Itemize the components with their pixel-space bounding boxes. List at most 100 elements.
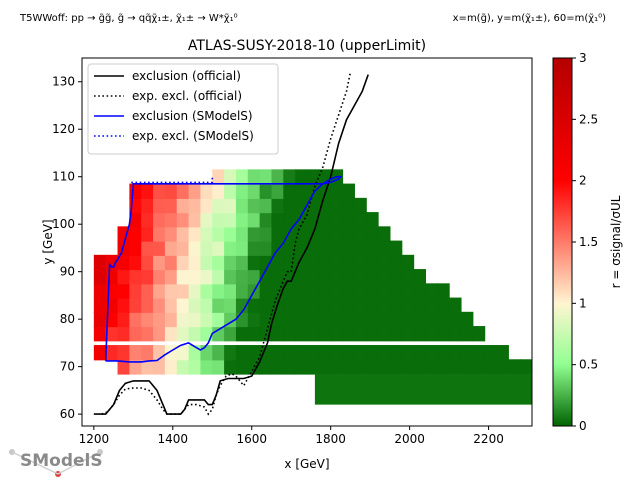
x-tick-label: 2200 bbox=[473, 432, 504, 446]
heatmap-cell bbox=[200, 183, 213, 199]
heatmap-cell bbox=[425, 311, 438, 328]
heatmap-cell bbox=[295, 283, 308, 299]
heatmap-cell bbox=[318, 326, 332, 342]
heatmap-cell bbox=[117, 326, 130, 342]
heatmap-cell bbox=[235, 359, 249, 375]
heatmap-cell bbox=[425, 297, 438, 313]
heatmap-cell bbox=[224, 359, 237, 375]
heatmap-cell bbox=[153, 183, 166, 199]
heatmap-cell bbox=[401, 254, 415, 271]
heatmap-cell bbox=[259, 254, 273, 271]
heatmap-cell bbox=[271, 269, 284, 285]
heatmap-cell bbox=[307, 283, 320, 299]
heatmap-cell bbox=[200, 254, 213, 271]
heatmap-cell bbox=[188, 197, 202, 214]
heatmap-cell bbox=[437, 326, 450, 342]
heatmap-cell bbox=[437, 345, 450, 361]
heatmap-cell bbox=[176, 212, 190, 228]
heatmap-cell bbox=[200, 197, 213, 214]
heatmap-cell bbox=[200, 297, 213, 313]
heatmap-cell bbox=[437, 283, 450, 299]
heatmap-cell bbox=[212, 212, 225, 228]
heatmap-cell bbox=[153, 359, 166, 375]
x-tick-label: 1400 bbox=[158, 432, 189, 446]
heatmap-cell bbox=[188, 212, 202, 228]
heatmap-cell bbox=[449, 345, 462, 361]
heatmap-cell bbox=[247, 226, 261, 242]
heatmap-cell bbox=[307, 269, 320, 285]
heatmap-cell bbox=[307, 254, 320, 271]
heatmap-cell bbox=[259, 169, 273, 185]
heatmap-cell bbox=[153, 283, 166, 299]
heatmap-cell bbox=[259, 359, 273, 375]
heatmap-cell bbox=[93, 311, 107, 328]
x-axis-ticks: 1200 1400 1600 1800 2000 2200 bbox=[79, 426, 504, 446]
heatmap-cell bbox=[141, 226, 154, 242]
heatmap-cell bbox=[176, 359, 190, 375]
heatmap-cell bbox=[164, 297, 178, 313]
heatmap-cell bbox=[153, 197, 166, 214]
limit-curves bbox=[93, 72, 369, 416]
heatmap-cell bbox=[342, 345, 355, 361]
heatmap-cell bbox=[401, 311, 415, 328]
heatmap-cell bbox=[141, 283, 154, 299]
heatmap-cell bbox=[271, 169, 284, 185]
heatmap-cell bbox=[93, 283, 107, 299]
heatmap-cell bbox=[366, 212, 379, 228]
heatmap-cell bbox=[259, 345, 273, 361]
heatmap-cell bbox=[141, 269, 154, 285]
heatmap-cell bbox=[212, 226, 225, 242]
heatmap-cell bbox=[314, 373, 532, 405]
heatmap-cell bbox=[271, 226, 284, 242]
heatmap-cell bbox=[342, 212, 355, 228]
heatmap-cell bbox=[247, 197, 261, 214]
heatmap-cell bbox=[295, 212, 308, 228]
heatmap-cell bbox=[295, 326, 308, 342]
heatmap-cell bbox=[247, 269, 261, 285]
heatmap-cell bbox=[224, 240, 237, 256]
heatmap-cell bbox=[235, 212, 249, 228]
heatmap-cell bbox=[389, 297, 403, 313]
heatmap-cell bbox=[271, 197, 284, 214]
heatmap-cell bbox=[330, 359, 344, 375]
heatmap-cell bbox=[330, 326, 344, 342]
heatmap-cell bbox=[342, 226, 355, 242]
heatmap-cell bbox=[259, 269, 273, 285]
heatmap-cell bbox=[318, 297, 332, 313]
heatmap-cell bbox=[460, 359, 474, 375]
legend-box bbox=[87, 63, 279, 155]
heatmap-cell bbox=[129, 326, 142, 342]
heatmap-cell bbox=[271, 212, 284, 228]
heatmap-cell bbox=[413, 297, 427, 313]
heatmap-cell bbox=[330, 212, 344, 228]
heatmap-cell bbox=[389, 326, 403, 342]
colorbar-tick-label: 3 bbox=[579, 51, 587, 65]
heatmap-cell bbox=[295, 359, 308, 375]
heatmap-cell bbox=[176, 269, 190, 285]
heatmap-cell bbox=[330, 254, 344, 271]
heatmap-cell bbox=[342, 326, 355, 342]
heatmap-cell bbox=[283, 169, 296, 185]
heatmap-cell bbox=[212, 297, 225, 313]
heatmap-cell bbox=[200, 345, 213, 361]
y-tick-label: 60 bbox=[60, 407, 75, 421]
heatmap-cell bbox=[117, 359, 130, 375]
heatmap-cell bbox=[129, 311, 142, 328]
colorbar-label: r = σsignal/σUL bbox=[609, 195, 623, 288]
heatmap-cell bbox=[378, 254, 391, 271]
heatmap-cell bbox=[389, 311, 403, 328]
heatmap-cell bbox=[354, 240, 367, 256]
x-axis-label: x [GeV] bbox=[284, 457, 329, 471]
heatmap-cell bbox=[247, 311, 261, 328]
heatmap-cell bbox=[307, 169, 320, 185]
heatmap-cell bbox=[378, 311, 391, 328]
heatmap-cell bbox=[389, 283, 403, 299]
heatmap-cell bbox=[378, 297, 391, 313]
x-tick-label: 1600 bbox=[236, 432, 267, 446]
heatmap-cell bbox=[164, 311, 178, 328]
heatmap-cell bbox=[295, 254, 308, 271]
heatmap-cell bbox=[413, 311, 427, 328]
heatmap-cell bbox=[235, 269, 249, 285]
heatmap-cell bbox=[153, 326, 166, 342]
heatmap-cell bbox=[437, 297, 450, 313]
